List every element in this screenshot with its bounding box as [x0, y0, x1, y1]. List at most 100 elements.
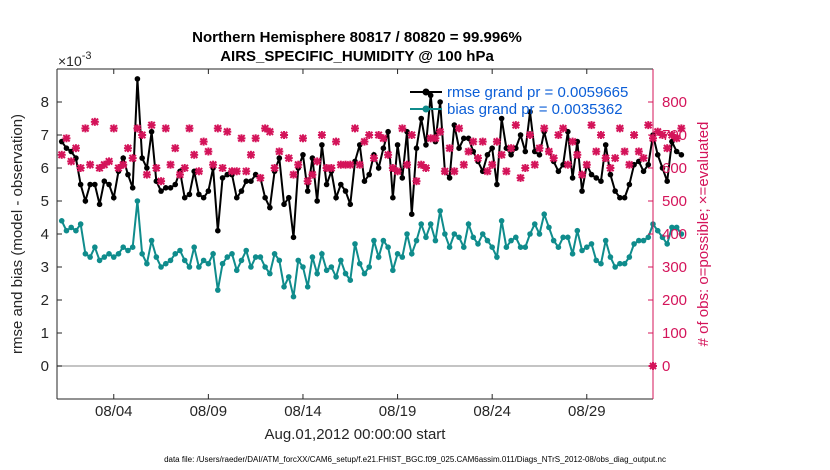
y-tick-label: 8: [41, 94, 49, 111]
evaluated-obs-marker: [578, 170, 586, 179]
evaluated-obs-marker: [492, 137, 501, 146]
evaluated-obs-marker: [67, 157, 76, 166]
evaluated-obs-marker: [152, 164, 161, 172]
data-point: [550, 237, 557, 244]
evaluated-obs-marker: [540, 124, 549, 133]
data-point: [300, 264, 306, 270]
data-point: [153, 254, 160, 260]
data-point: [574, 138, 581, 145]
evaluated-obs-marker: [265, 127, 274, 136]
y-tick-label: 1: [41, 325, 49, 342]
data-point: [673, 148, 680, 155]
evaluated-obs-marker: [194, 167, 203, 176]
data-point: [106, 251, 112, 257]
evaluated-obs-marker: [308, 170, 317, 179]
data-point: [295, 257, 302, 264]
data-point: [517, 244, 524, 250]
evaluated-obs-marker: [317, 131, 326, 139]
data-point: [68, 148, 74, 155]
data-point: [186, 264, 193, 270]
evaluated-obs-marker: [332, 137, 340, 146]
data-point: [120, 244, 127, 250]
evaluated-obs-marker: [417, 160, 426, 169]
evaluated-obs-marker: [478, 137, 487, 146]
evaluated-obs-marker: [86, 160, 95, 169]
data-point: [664, 178, 670, 184]
data-point: [456, 234, 462, 241]
data-point: [437, 99, 443, 105]
data-point: [314, 198, 320, 204]
evaluated-obs-marker: [455, 124, 463, 133]
data-point: [607, 171, 614, 178]
data-point: [494, 254, 500, 260]
data-point: [399, 254, 406, 260]
data-point: [579, 188, 585, 194]
data-point: [215, 287, 221, 293]
evaluated-obs-marker: [124, 144, 132, 153]
y2-tick-label: 600: [662, 160, 687, 177]
data-point: [285, 274, 292, 280]
evaluated-obs-marker: [554, 131, 563, 139]
y-tick-label: 4: [41, 226, 49, 243]
data-point: [129, 185, 136, 191]
data-point: [106, 181, 112, 188]
data-point: [593, 175, 600, 181]
data-point: [144, 165, 150, 171]
data-point: [101, 254, 108, 260]
evaluated-obs-marker: [128, 154, 137, 163]
data-point: [484, 152, 491, 158]
data-point: [408, 251, 415, 257]
data-point: [560, 161, 566, 168]
data-point: [262, 194, 268, 201]
evaluated-obs-marker: [114, 164, 123, 172]
evaluated-obs-marker: [81, 124, 90, 133]
data-point: [522, 148, 529, 155]
evaluated-obs-marker: [284, 154, 293, 163]
evaluated-obs-marker: [672, 134, 681, 143]
data-point: [158, 264, 164, 270]
legend-bias-label: bias grand pr = 0.0035362: [447, 101, 623, 118]
data-point: [352, 158, 358, 165]
evaluated-obs-marker: [488, 160, 497, 169]
y2-tick-label: 300: [662, 259, 687, 276]
data-point: [673, 224, 680, 231]
data-point: [527, 109, 533, 115]
evaluated-obs-marker: [511, 121, 520, 130]
data-point: [574, 227, 581, 234]
data-point: [380, 145, 387, 151]
evaluated-obs-marker: [563, 160, 572, 169]
data-point: [219, 175, 226, 181]
data-point: [304, 188, 311, 194]
evaluated-obs-marker: [100, 160, 109, 169]
data-point: [233, 194, 240, 201]
data-point: [617, 260, 623, 267]
evaluated-obs-marker: [57, 150, 66, 159]
data-point: [508, 152, 514, 158]
data-point: [503, 244, 510, 250]
data-point: [338, 181, 344, 188]
evaluated-obs-marker: [157, 177, 165, 186]
evaluated-obs-marker: [545, 147, 553, 156]
evaluated-obs-marker: [351, 124, 359, 133]
evaluated-obs-marker: [176, 170, 184, 179]
evaluated-obs-marker: [223, 127, 232, 136]
x-tick-label: 08/14: [284, 403, 322, 420]
data-point: [394, 251, 401, 257]
data-point: [262, 264, 268, 270]
data-point: [626, 181, 633, 188]
data-point: [333, 194, 339, 201]
evaluated-obs-marker: [403, 160, 411, 169]
evaluated-obs-marker: [436, 127, 445, 136]
data-point: [654, 152, 661, 158]
data-point: [267, 204, 273, 211]
data-point: [148, 237, 155, 244]
evaluated-obs-marker: [256, 173, 265, 182]
data-point: [73, 227, 79, 234]
evaluated-obs-marker: [644, 121, 653, 130]
evaluated-obs-marker: [374, 131, 383, 139]
x-axis-label: Aug.01,2012 00:00:00 start: [265, 426, 447, 443]
data-point: [120, 155, 127, 161]
data-point: [669, 224, 675, 231]
data-point: [617, 194, 623, 201]
data-point: [319, 142, 325, 148]
